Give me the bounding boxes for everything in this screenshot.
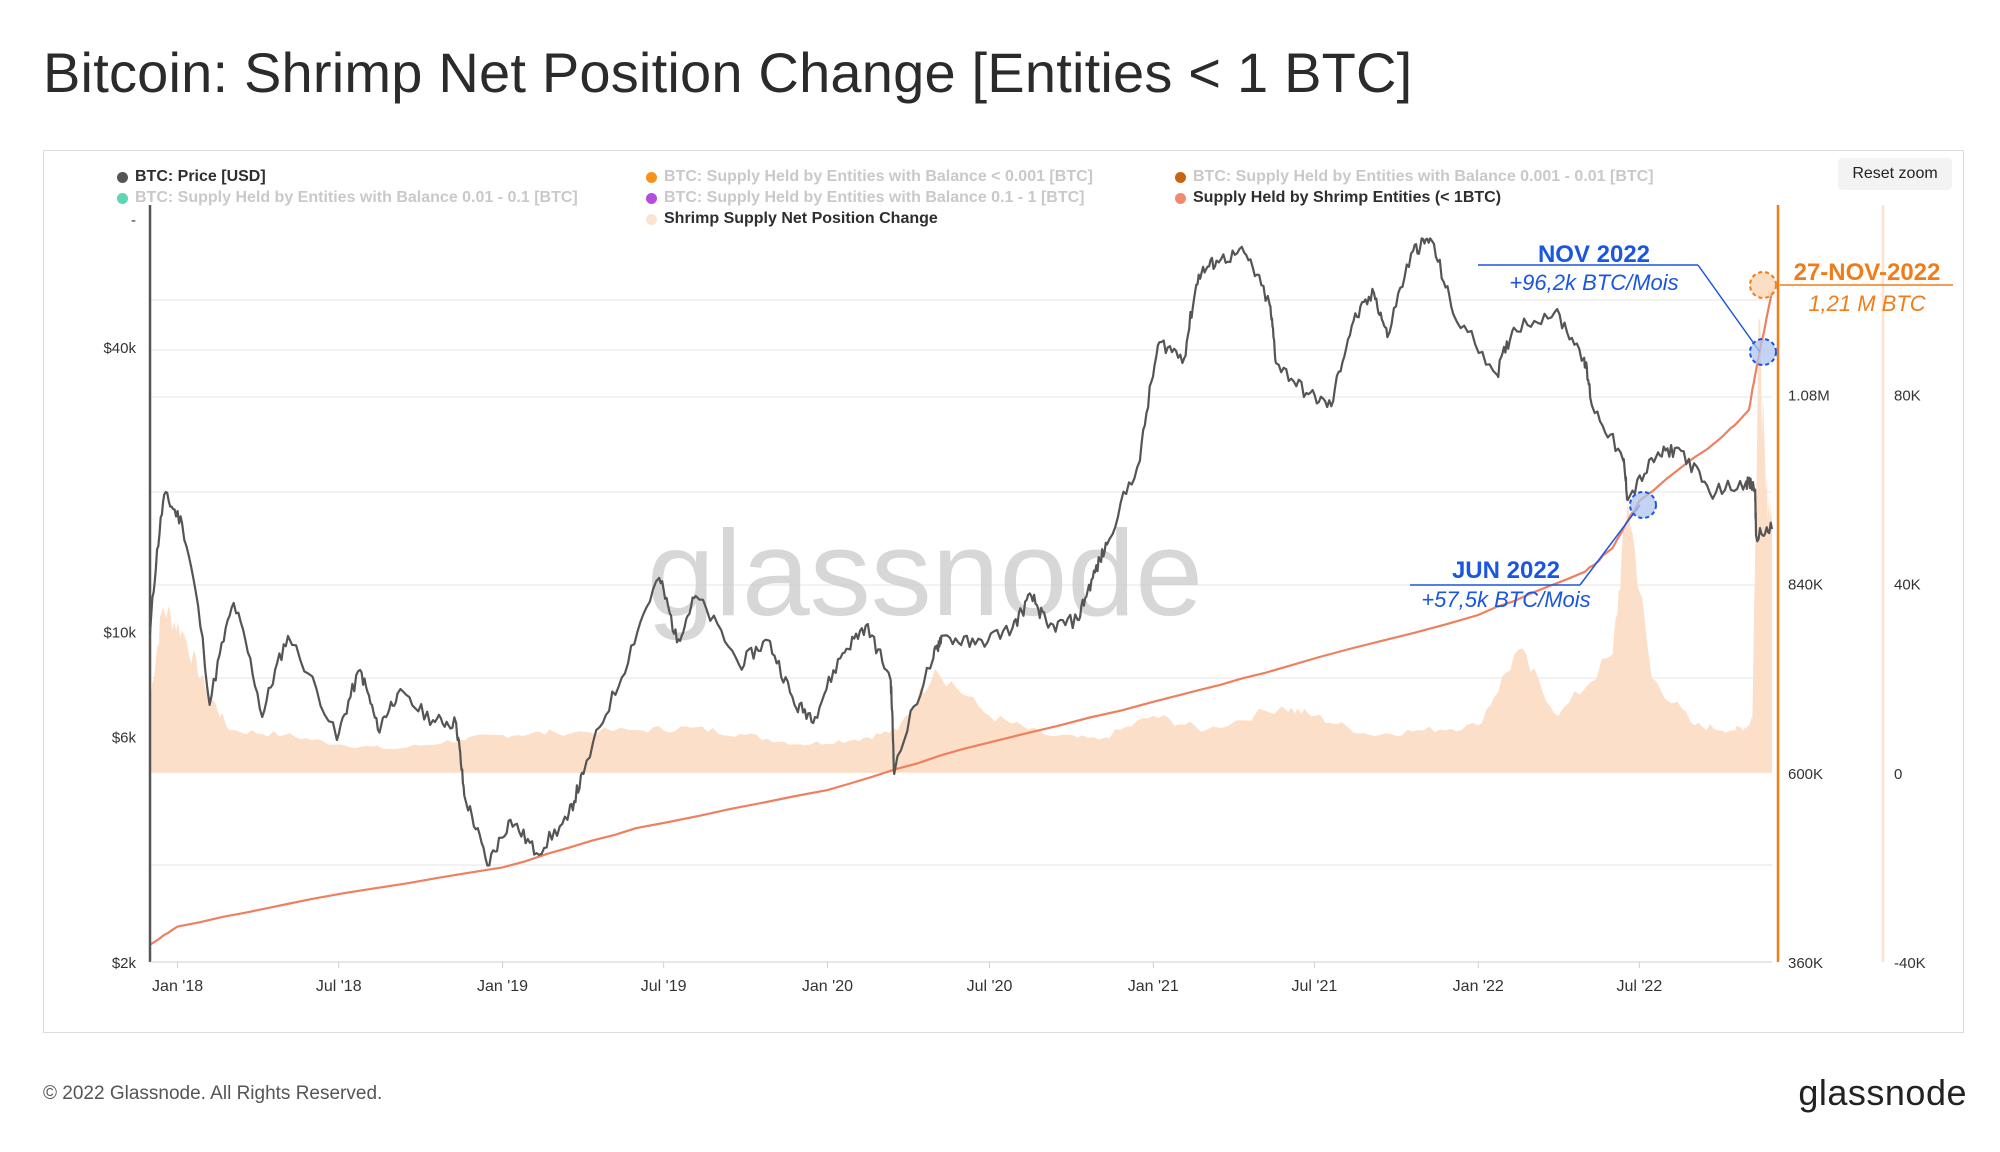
legend-dot-icon <box>117 171 128 183</box>
price-tick-label: $40k <box>103 340 136 357</box>
reset-zoom-button[interactable]: Reset zoom <box>1838 158 1952 190</box>
supply-line-layer <box>149 291 1774 946</box>
x-tick-label: Jan '21 <box>1128 978 1179 995</box>
change-tick-label: -40K <box>1894 955 1926 972</box>
legend-label: BTC: Supply Held by Entities with Balanc… <box>135 189 578 206</box>
legend-item-price[interactable]: BTC: Price [USD] <box>117 168 266 186</box>
legend-dot-icon <box>646 171 657 183</box>
last-value-amount: 1,21 M BTC <box>1808 291 1925 316</box>
axes-layer <box>148 205 1885 963</box>
change-tick-label: 80K <box>1894 387 1921 404</box>
x-tick-label: Jul '22 <box>1616 978 1662 995</box>
annotations-layer: NOV 2022 +96,2k BTC/Mois JUN 2022 +57,5k… <box>1410 241 1953 612</box>
btc-price-line <box>148 237 1774 867</box>
legend-item-supply-0001-001[interactable]: BTC: Supply Held by Entities with Balanc… <box>1175 168 1654 186</box>
nov-annotation-leader <box>1697 264 1761 353</box>
x-tick-label: Jul '21 <box>1292 978 1338 995</box>
change-tick-label: 40K <box>1894 577 1921 594</box>
price-tick-label: $2k <box>112 955 137 972</box>
price-tick-label: - <box>131 212 136 229</box>
x-tick-label: Jan '19 <box>477 978 528 995</box>
supply-tick-label: 1.08M <box>1788 387 1830 404</box>
supply-tick-label: 600K <box>1788 766 1823 783</box>
jun-annotation-leader <box>1579 504 1641 586</box>
price-tick-label: $6k <box>112 730 137 747</box>
legend-item-supply-01-1[interactable]: BTC: Supply Held by Entities with Balanc… <box>646 189 1085 207</box>
jun-annotation-title: JUN 2022 <box>1452 557 1560 584</box>
legend-label: BTC: Supply Held by Entities with Balanc… <box>1193 168 1654 185</box>
x-tick-label: Jan '22 <box>1453 978 1504 995</box>
legend-dot-icon <box>1175 192 1186 204</box>
x-tick-label: Jan '20 <box>802 978 853 995</box>
nov-annotation-marker <box>1749 338 1777 366</box>
net-change-area-layer <box>150 316 1772 773</box>
chart-frame <box>43 150 1964 1033</box>
legend-dot-icon <box>117 192 128 204</box>
legend-label: BTC: Supply Held by Entities with Balanc… <box>664 189 1085 206</box>
legend-label: BTC: Supply Held by Entities with Balanc… <box>664 168 1093 185</box>
legend-dot-icon <box>1175 171 1186 183</box>
last-value-marker <box>1749 271 1777 299</box>
legend-item-shrimp-supply[interactable]: Supply Held by Shrimp Entities (< 1BTC) <box>1175 189 1501 207</box>
supply-tick-label: 840K <box>1788 577 1823 594</box>
tick-labels-layer: Jan '18 Jul '18 Jan '19 Jul '19 Jan '20 Jul '… <box>103 212 1925 995</box>
net-position-change-area <box>150 316 1772 773</box>
legend-dot-icon <box>646 213 657 225</box>
watermark-text: glassnode <box>647 505 1203 641</box>
x-tick-label: Jul '19 <box>641 978 687 995</box>
legend-dot-icon <box>646 192 657 204</box>
legend-item-supply-001-01[interactable]: BTC: Supply Held by Entities with Balanc… <box>117 189 578 207</box>
page-title: Bitcoin: Shrimp Net Position Change [Ent… <box>43 41 1413 104</box>
nov-annotation-value: +96,2k BTC/Mois <box>1509 270 1678 295</box>
supply-tick-label: 360K <box>1788 955 1823 972</box>
change-tick-label: 0 <box>1894 766 1902 783</box>
legend-label: Supply Held by Shrimp Entities (< 1BTC) <box>1193 189 1502 206</box>
x-tick-label: Jul '18 <box>316 978 362 995</box>
x-tick-label: Jul '20 <box>967 978 1013 995</box>
jun-annotation-value: +57,5k BTC/Mois <box>1421 587 1590 612</box>
footer-logo: glassnode <box>1798 1072 1967 1113</box>
shrimp-supply-line <box>149 291 1774 946</box>
legend-item-net-position-change[interactable]: Shrimp Supply Net Position Change <box>646 210 938 228</box>
legend-label: Shrimp Supply Net Position Change <box>664 210 938 227</box>
nov-annotation-title: NOV 2022 <box>1538 241 1650 268</box>
price-tick-label: $10k <box>103 625 136 642</box>
x-tick-label: Jan '18 <box>152 978 203 995</box>
footer-copyright: © 2022 Glassnode. All Rights Reserved. <box>43 1083 383 1104</box>
legend-label: BTC: Price [USD] <box>135 168 266 185</box>
last-value-date: 27-NOV-2022 <box>1794 259 1941 286</box>
price-line-layer <box>148 237 1774 867</box>
legend-item-supply-lt-0001[interactable]: BTC: Supply Held by Entities with Balanc… <box>646 168 1093 186</box>
jun-annotation-marker <box>1629 491 1657 519</box>
